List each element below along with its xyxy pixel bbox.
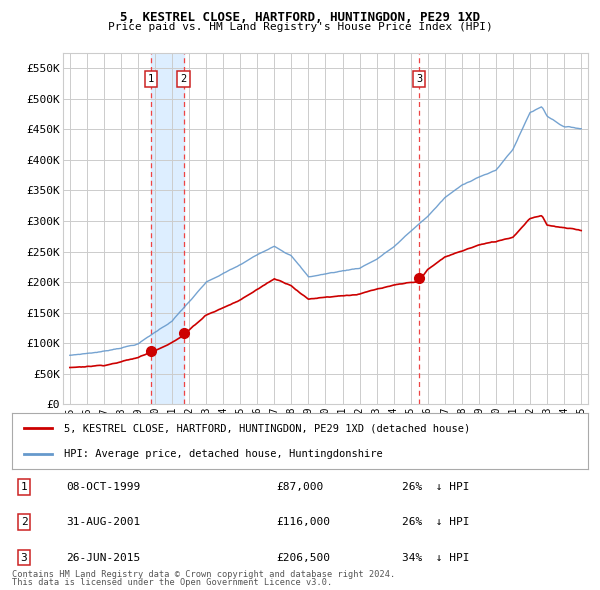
Text: 3: 3 <box>416 74 422 84</box>
Text: Contains HM Land Registry data © Crown copyright and database right 2024.: Contains HM Land Registry data © Crown c… <box>12 571 395 579</box>
Text: 34%  ↓ HPI: 34% ↓ HPI <box>402 553 470 562</box>
Text: 5, KESTREL CLOSE, HARTFORD, HUNTINGDON, PE29 1XD (detached house): 5, KESTREL CLOSE, HARTFORD, HUNTINGDON, … <box>64 423 470 433</box>
Text: 1: 1 <box>20 482 28 491</box>
Text: This data is licensed under the Open Government Licence v3.0.: This data is licensed under the Open Gov… <box>12 578 332 587</box>
Text: 26%  ↓ HPI: 26% ↓ HPI <box>402 482 470 491</box>
Text: 08-OCT-1999: 08-OCT-1999 <box>66 482 140 491</box>
Text: £87,000: £87,000 <box>276 482 323 491</box>
Text: 26-JUN-2015: 26-JUN-2015 <box>66 553 140 562</box>
Text: 26%  ↓ HPI: 26% ↓ HPI <box>402 517 470 527</box>
Text: 5, KESTREL CLOSE, HARTFORD, HUNTINGDON, PE29 1XD: 5, KESTREL CLOSE, HARTFORD, HUNTINGDON, … <box>120 11 480 24</box>
Text: £206,500: £206,500 <box>276 553 330 562</box>
Text: £116,000: £116,000 <box>276 517 330 527</box>
Text: Price paid vs. HM Land Registry's House Price Index (HPI): Price paid vs. HM Land Registry's House … <box>107 22 493 32</box>
Bar <box>151 53 184 404</box>
Text: 31-AUG-2001: 31-AUG-2001 <box>66 517 140 527</box>
Text: 2: 2 <box>20 517 28 527</box>
Text: 3: 3 <box>20 553 28 562</box>
Text: 2: 2 <box>181 74 187 84</box>
Text: 1: 1 <box>148 74 154 84</box>
Text: HPI: Average price, detached house, Huntingdonshire: HPI: Average price, detached house, Hunt… <box>64 449 383 459</box>
